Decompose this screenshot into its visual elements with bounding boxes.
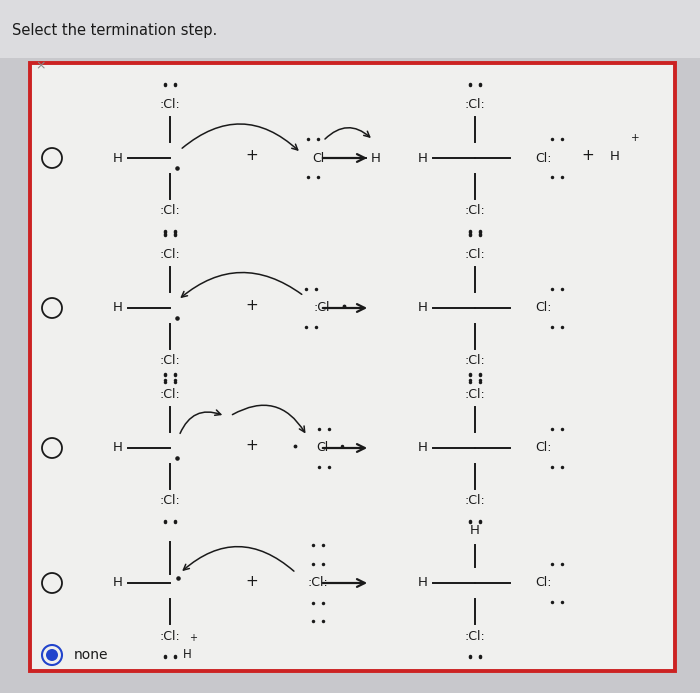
Circle shape — [46, 649, 58, 661]
Text: Cl:: Cl: — [535, 301, 552, 315]
Text: :Cl:: :Cl: — [465, 355, 485, 367]
Text: H: H — [610, 150, 620, 162]
Text: :Cl:: :Cl: — [160, 495, 181, 507]
Text: H: H — [113, 577, 123, 590]
Text: ×: × — [35, 60, 46, 73]
Text: :Cl:: :Cl: — [465, 389, 485, 401]
Text: H: H — [113, 441, 123, 455]
Text: H: H — [183, 649, 191, 662]
Text: :Cl:: :Cl: — [465, 204, 485, 218]
Text: :Cl:: :Cl: — [160, 355, 181, 367]
Text: +: + — [246, 439, 258, 453]
Text: +: + — [582, 148, 594, 164]
Text: H: H — [113, 152, 123, 164]
Text: none: none — [74, 648, 108, 662]
Text: H: H — [418, 301, 428, 315]
Text: :Cl:: :Cl: — [160, 204, 181, 218]
Text: :Cl:: :Cl: — [465, 495, 485, 507]
Text: H: H — [470, 523, 480, 536]
Text: :Cl:: :Cl: — [160, 629, 181, 642]
Text: H: H — [418, 441, 428, 455]
Text: :Cl:: :Cl: — [160, 249, 181, 261]
Text: Cl: Cl — [316, 441, 328, 455]
Bar — [0, 0, 700, 58]
Text: +: + — [246, 299, 258, 313]
Text: +: + — [631, 133, 639, 143]
Text: +: + — [246, 148, 258, 164]
Text: :Cl:: :Cl: — [465, 629, 485, 642]
Text: :Cl:: :Cl: — [160, 98, 181, 112]
Text: H: H — [371, 152, 381, 164]
Text: H: H — [418, 152, 428, 164]
Text: :Cl:: :Cl: — [307, 577, 328, 590]
Text: +: + — [189, 633, 197, 643]
Text: Cl: Cl — [312, 152, 324, 164]
Text: Cl:: Cl: — [535, 152, 552, 164]
Text: :Cl: :Cl — [314, 301, 330, 315]
Text: :Cl:: :Cl: — [465, 249, 485, 261]
Text: +: + — [246, 574, 258, 588]
Text: Cl:: Cl: — [535, 441, 552, 455]
Bar — [30, 63, 675, 671]
Text: Select the termination step.: Select the termination step. — [12, 24, 217, 39]
Text: :Cl:: :Cl: — [465, 98, 485, 112]
Text: Cl:: Cl: — [535, 577, 552, 590]
Text: H: H — [113, 301, 123, 315]
Text: H: H — [418, 577, 428, 590]
Text: :Cl:: :Cl: — [160, 389, 181, 401]
